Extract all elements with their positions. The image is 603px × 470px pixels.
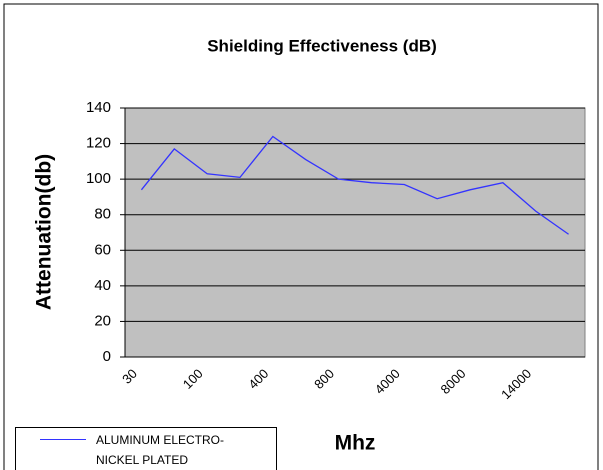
y-tick-label: 120 [86,135,111,152]
y-tick-label: 0 [103,348,111,365]
legend: ALUMINUM ELECTRO-NICKEL PLATED [15,427,277,470]
y-tick-label: 20 [94,312,111,329]
y-tick-label: 60 [94,241,111,258]
legend-swatch [40,439,86,440]
y-tick-label: 140 [86,99,111,116]
x-axis-label: Mhz [335,432,376,455]
y-tick-label: 100 [86,170,111,187]
chart-title: Shielding Effectiveness (dB) [207,36,437,55]
y-tick-label: 80 [94,206,111,223]
legend-label: ALUMINUM ELECTRO-NICKEL PLATED [96,433,225,467]
y-axis-label: Attenuation(db) [33,154,56,310]
plot-area [124,107,586,358]
series-line [140,135,569,235]
y-tick-label: 40 [94,277,111,294]
